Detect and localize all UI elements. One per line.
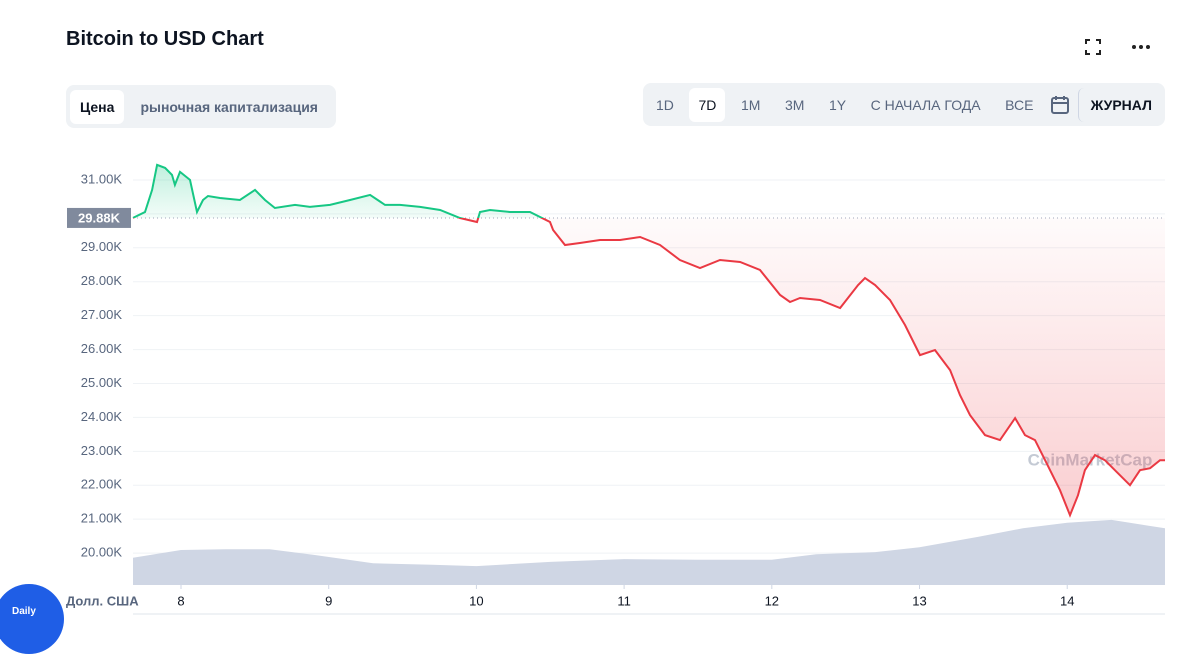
- journal-button[interactable]: ЖУРНАЛ: [1077, 87, 1161, 122]
- tabs: Цена рыночная капитализация: [66, 85, 336, 128]
- range-button[interactable]: 7D: [689, 87, 726, 122]
- range-button[interactable]: С НАЧАЛА ГОДА: [870, 96, 981, 113]
- x-tick-label: 10: [469, 593, 483, 608]
- x-tick-label: 13: [912, 593, 926, 608]
- badge[interactable]: Daily: [0, 584, 64, 654]
- y-tick-label: 21.00K: [81, 511, 123, 526]
- range-button[interactable]: 3M: [784, 96, 805, 113]
- y-tick-label: 27.00K: [81, 307, 123, 322]
- range-button[interactable]: ВСЕ: [1005, 96, 1034, 113]
- price-line: [132, 163, 1165, 518]
- x-tick-label: 12: [765, 593, 779, 608]
- y-tick-label: 29.00K: [81, 239, 123, 254]
- y-tick-label: 28.00K: [81, 273, 123, 288]
- tab[interactable]: рыночная капитализация: [140, 98, 318, 115]
- reference-box: [67, 207, 131, 228]
- badge-text: Daily: [12, 606, 36, 617]
- range-bar: 1D 7D 1M 3M 1Y С НАЧАЛА ГОДА ВСЕ ЖУРНАЛ: [643, 83, 1165, 126]
- y-tick-label: 31.00K: [81, 171, 123, 186]
- y-tick-label: 26.00K: [81, 341, 123, 356]
- top-icons: [1085, 39, 1150, 55]
- y-tick-label: 23.00K: [81, 443, 123, 458]
- y-unit-label: Долл. США: [66, 593, 139, 608]
- fullscreen-icon[interactable]: [1085, 39, 1101, 55]
- x-tick-label: 11: [617, 593, 631, 608]
- chart: CoinMarketCap Долл. США 20.00K21.00K22.0…: [66, 163, 1165, 615]
- range-button[interactable]: 1M: [740, 96, 761, 113]
- x-tick-label: 8: [177, 593, 184, 608]
- y-tick-label: 20.00K: [81, 545, 123, 560]
- calendar-icon[interactable]: [1049, 94, 1071, 116]
- x-tick-label: 9: [325, 593, 332, 608]
- volume-area: [133, 519, 1165, 585]
- range-button[interactable]: 1Y: [828, 96, 847, 113]
- reference-label: 29.88K: [78, 210, 121, 225]
- y-tick-label: 24.00K: [81, 409, 123, 424]
- page: Bitcoin to USD Chart Цена рыночная капит…: [0, 28, 1165, 654]
- y-tick-label: 22.00K: [81, 477, 123, 492]
- tab[interactable]: Цена: [70, 89, 125, 124]
- more-icon[interactable]: [1132, 45, 1150, 49]
- price-area: [133, 164, 1165, 516]
- range-button[interactable]: 1D: [656, 96, 674, 113]
- x-tick-label: 14: [1060, 593, 1074, 608]
- title: Bitcoin to USD Chart: [66, 28, 264, 50]
- y-tick-label: 25.00K: [81, 375, 123, 390]
